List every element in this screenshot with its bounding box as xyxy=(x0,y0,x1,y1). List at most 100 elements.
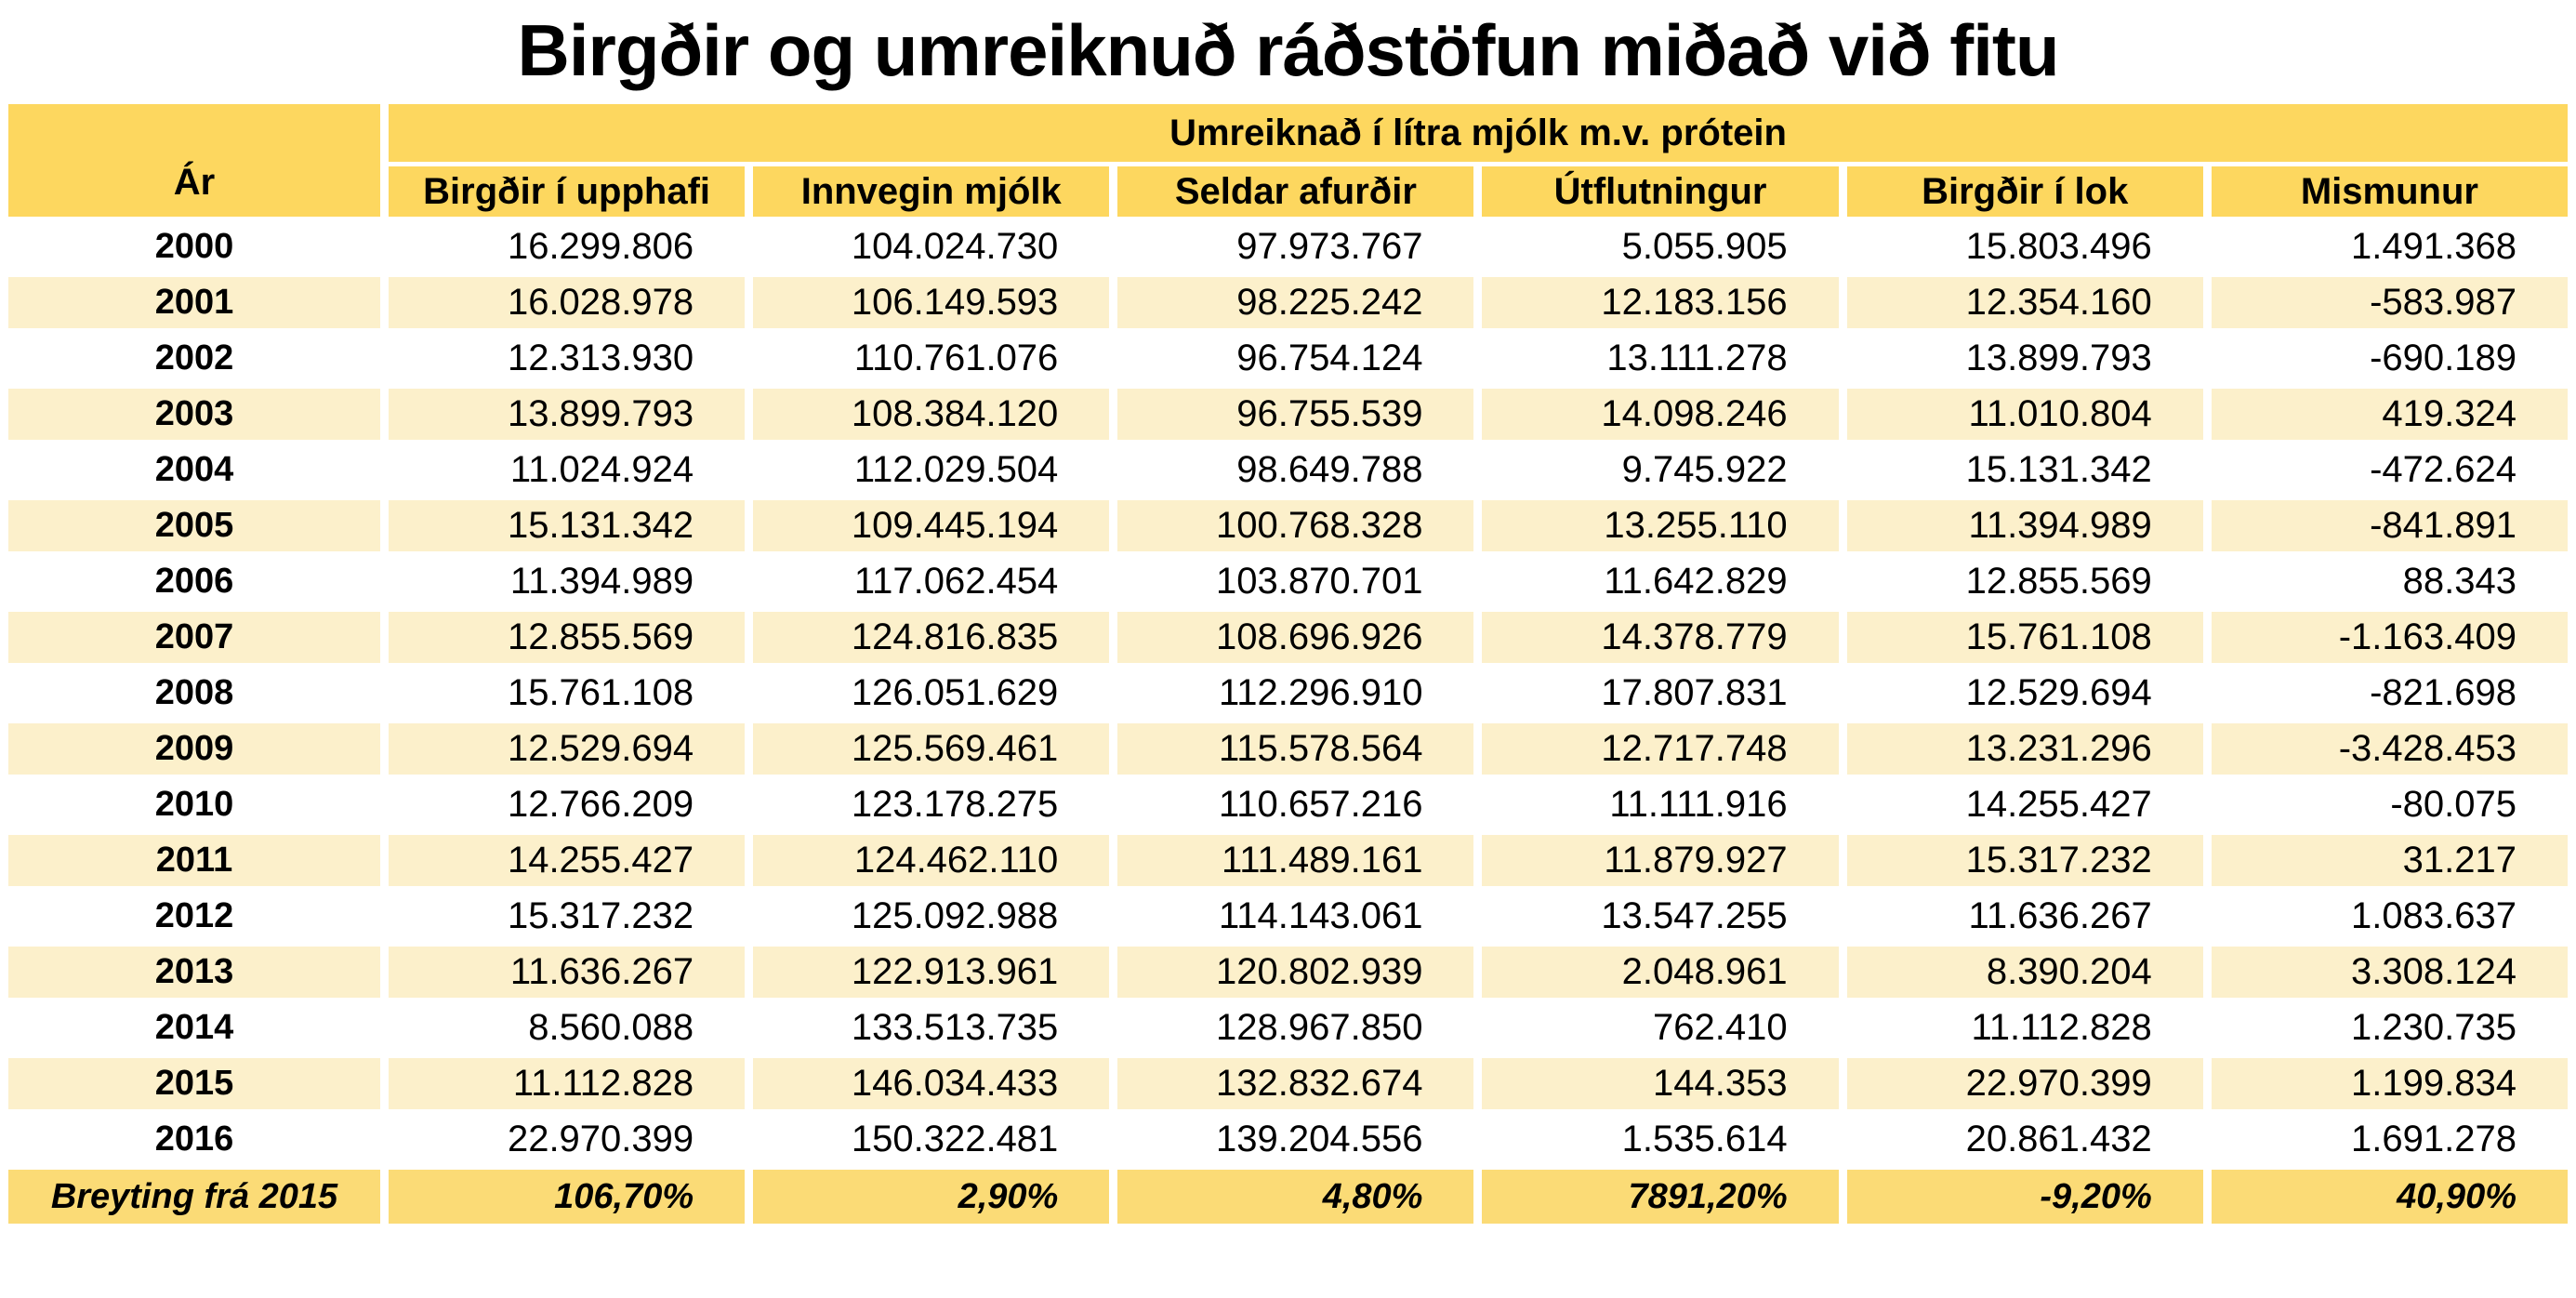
value-cell: 13.255.110 xyxy=(1482,500,1839,552)
value-cell: 1.230.735 xyxy=(2351,1007,2517,1049)
table-row: 2011 14.255.427 124.462.110 111.489.161 11.8… xyxy=(8,835,2568,887)
value-cell: 104.024.730 xyxy=(851,226,1059,268)
value-cell: 8.390.204 xyxy=(1846,947,2203,999)
value-cell: 123.178.275 xyxy=(851,784,1059,826)
value-cell: 103.870.701 xyxy=(1216,561,1423,603)
value-cell: 115.578.564 xyxy=(1117,723,1474,775)
table-row: 2015 11.112.828 146.034.433 132.832.674 144.… xyxy=(8,1058,2568,1110)
value-cell: 15.317.232 xyxy=(507,895,694,937)
year-cell: 2003 xyxy=(8,389,380,441)
value-cell: 1.083.637 xyxy=(2351,895,2517,937)
value-cell: 14.378.779 xyxy=(1482,612,1839,664)
value-cell: 111.489.161 xyxy=(1117,835,1474,887)
value-cell: 109.445.194 xyxy=(753,500,1110,552)
value-cell: -690.189 xyxy=(2370,338,2517,379)
column-header-birgdir-i-lok: Birgðir í lok xyxy=(1846,166,2203,218)
value-cell: 11.879.927 xyxy=(1482,835,1839,887)
year-cell: 2012 xyxy=(154,896,234,936)
value-cell: 108.696.926 xyxy=(1117,612,1474,664)
value-cell: 15.803.496 xyxy=(1965,226,2152,268)
year-cell: 2001 xyxy=(8,277,380,329)
value-cell: 11.112.828 xyxy=(389,1058,746,1110)
year-cell: 2008 xyxy=(154,673,234,713)
value-cell: 98.649.788 xyxy=(1236,449,1423,491)
value-cell: -583.987 xyxy=(2211,277,2568,329)
group-header-cell: Umreiknað í lítra mjólk m.v. prótein xyxy=(389,104,2568,163)
year-cell: 2010 xyxy=(154,785,234,825)
summary-label-cell: Breyting frá 2015 xyxy=(8,1170,380,1225)
table-row: 2005 15.131.342 109.445.194 100.768.328 13.2… xyxy=(8,500,2568,552)
value-cell: 125.092.988 xyxy=(851,895,1059,937)
value-cell: 124.816.835 xyxy=(753,612,1110,664)
group-header-row: Ár Umreiknað í lítra mjólk m.v. prótein xyxy=(8,104,2568,218)
value-cell: -821.698 xyxy=(2370,672,2517,714)
year-cell: 2015 xyxy=(8,1058,380,1110)
year-cell: 2004 xyxy=(154,450,234,490)
value-cell: 110.657.216 xyxy=(1218,784,1423,826)
value-cell: 13.111.278 xyxy=(1606,338,1788,379)
value-cell: 122.913.961 xyxy=(753,947,1110,999)
year-cell: 2005 xyxy=(8,500,380,552)
value-cell: 22.970.399 xyxy=(507,1119,694,1160)
value-cell: 128.967.850 xyxy=(1216,1007,1423,1049)
table-row: 2002 12.313.930 110.761.076 96.754.124 13.11… xyxy=(8,333,2568,384)
value-cell: 11.636.267 xyxy=(389,947,746,999)
value-cell: -80.075 xyxy=(2390,784,2517,826)
summary-value-cell: 40,90% xyxy=(2211,1170,2568,1225)
value-cell: 15.317.232 xyxy=(1846,835,2203,887)
value-cell: 1.491.368 xyxy=(2351,226,2517,268)
value-cell: 117.062.454 xyxy=(853,561,1059,603)
year-cell: 2013 xyxy=(8,947,380,999)
table-row: 2004 11.024.924 112.029.504 98.649.788 9.745… xyxy=(8,444,2568,496)
value-cell: 3.308.124 xyxy=(2211,947,2568,999)
year-cell: 2011 xyxy=(8,835,380,887)
value-cell: 11.010.804 xyxy=(1846,389,2203,441)
table-header: Ár Umreiknað í lítra mjólk m.v. prótein … xyxy=(8,104,2568,218)
value-cell: 20.861.432 xyxy=(1965,1119,2152,1160)
table-row: 2006 11.394.989 117.062.454 103.870.701 11.6… xyxy=(8,556,2568,607)
value-cell: 15.761.108 xyxy=(1846,612,2203,664)
table-row: 2007 12.855.569 124.816.835 108.696.926 14.3… xyxy=(8,612,2568,664)
value-cell: 12.766.209 xyxy=(507,784,694,826)
column-header-seldar-afurdir: Seldar afurðir xyxy=(1117,166,1474,218)
value-cell: 110.761.076 xyxy=(853,338,1059,379)
value-cell: 17.807.831 xyxy=(1601,672,1788,714)
value-cell: 125.569.461 xyxy=(753,723,1110,775)
value-cell: 11.636.267 xyxy=(1968,895,2152,937)
summary-value-cell: 4,80% xyxy=(1117,1170,1474,1225)
summary-value-cell: -9,20% xyxy=(1846,1170,2203,1225)
value-cell: 114.143.061 xyxy=(1218,895,1423,937)
value-cell: -472.624 xyxy=(2370,449,2517,491)
value-cell: 12.183.156 xyxy=(1482,277,1839,329)
value-cell: 2.048.961 xyxy=(1482,947,1839,999)
table-row: 2008 15.761.108 126.051.629 112.296.910 17.8… xyxy=(8,668,2568,719)
value-cell: 96.754.124 xyxy=(1236,338,1423,379)
value-cell: 13.231.296 xyxy=(1846,723,2203,775)
value-cell: 98.225.242 xyxy=(1117,277,1474,329)
year-column-header: Ár xyxy=(8,104,380,218)
value-cell: 14.255.427 xyxy=(1965,784,2152,826)
year-cell: 2006 xyxy=(154,562,234,602)
table-row: 2013 11.636.267 122.913.961 120.802.939 2.04… xyxy=(8,947,2568,999)
value-cell: 11.394.989 xyxy=(509,561,694,603)
value-cell: 106.149.593 xyxy=(753,277,1110,329)
value-cell: -1.163.409 xyxy=(2211,612,2568,664)
value-cell: 1.691.278 xyxy=(2351,1119,2517,1160)
value-cell: 1.199.834 xyxy=(2211,1058,2568,1110)
value-cell: 11.394.989 xyxy=(1846,500,2203,552)
value-cell: 15.761.108 xyxy=(507,672,694,714)
report-page: Birgðir og umreiknuð ráðstöfun miðað við… xyxy=(0,4,2576,1228)
year-cell: 2009 xyxy=(8,723,380,775)
value-cell: 31.217 xyxy=(2211,835,2568,887)
value-cell: 112.029.504 xyxy=(853,449,1059,491)
value-cell: 150.322.481 xyxy=(851,1119,1059,1160)
table-row: 2001 16.028.978 106.149.593 98.225.242 12.18… xyxy=(8,277,2568,329)
value-cell: 14.255.427 xyxy=(389,835,746,887)
value-cell: 14.098.246 xyxy=(1482,389,1839,441)
value-cell: 16.299.806 xyxy=(507,226,694,268)
value-cell: 11.642.829 xyxy=(1604,561,1788,603)
column-header-birgdir-i-upphafi: Birgðir í upphafi xyxy=(389,166,746,218)
value-cell: 126.051.629 xyxy=(851,672,1059,714)
value-cell: 132.832.674 xyxy=(1117,1058,1474,1110)
table-footer: Breyting frá 2015 106,70% 2,90% 4,80% 78… xyxy=(8,1170,2568,1225)
